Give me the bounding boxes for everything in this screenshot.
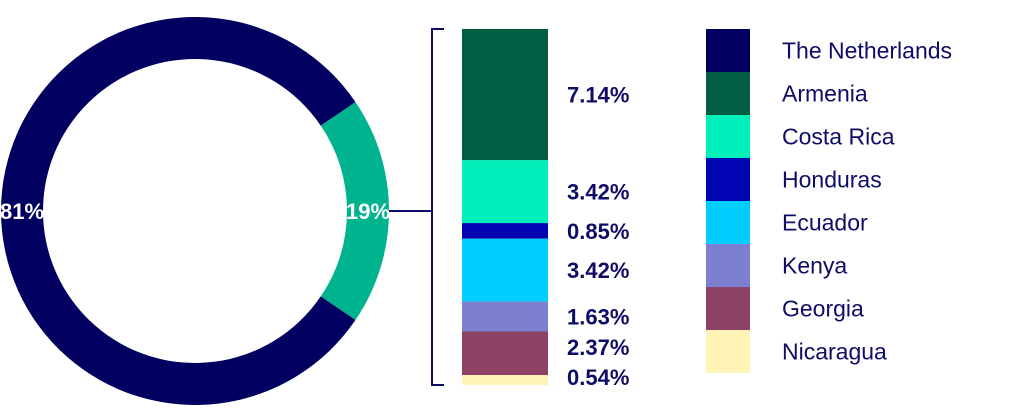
bar-segment <box>462 223 548 239</box>
legend: The Netherlands Armenia Costa Rica Honduras… <box>706 29 952 373</box>
legend-swatch <box>706 115 750 158</box>
bar-segment-label: 0.54% <box>567 365 629 390</box>
bar-segment <box>462 160 548 224</box>
donut-chart: 19% 81% <box>0 16 390 405</box>
stacked-bar: 7.14% 3.42% 0.85% 3.42% 1.63% 2.37% 0.54% <box>462 29 629 390</box>
legend-label: Kenya <box>782 253 847 279</box>
legend-label: Ecuador <box>782 210 868 236</box>
donut-slice-label: 81% <box>0 199 44 224</box>
legend-swatch <box>706 287 750 330</box>
donut-slice-label: 19% <box>346 199 390 224</box>
bar-segment <box>462 375 548 385</box>
legend-label: The Netherlands <box>782 38 952 64</box>
bar-segment <box>462 331 548 376</box>
bar-segment <box>462 29 548 161</box>
legend-swatch <box>706 330 750 373</box>
connector <box>389 28 444 386</box>
donut-slice <box>320 101 390 321</box>
legend-swatch <box>706 72 750 115</box>
legend-label: Georgia <box>782 296 864 322</box>
bar-segment-label: 3.42% <box>567 180 629 205</box>
bar-segment <box>462 301 548 332</box>
legend-swatch <box>706 201 750 244</box>
bar-segment-label: 0.85% <box>567 219 629 244</box>
bar-segment <box>462 238 548 302</box>
bar-segment-label: 2.37% <box>567 335 629 360</box>
legend-swatch <box>706 244 750 287</box>
bar-segment-label: 3.42% <box>567 258 629 283</box>
legend-label: Armenia <box>782 81 868 107</box>
bar-segment-label: 7.14% <box>567 83 629 108</box>
donut-slice <box>0 16 356 405</box>
legend-swatch <box>706 29 750 72</box>
legend-swatch <box>706 158 750 201</box>
legend-label: Nicaragua <box>782 339 887 365</box>
legend-label: Costa Rica <box>782 124 895 150</box>
legend-label: Honduras <box>782 167 882 193</box>
bracket <box>431 28 444 386</box>
bar-segment-label: 1.63% <box>567 305 629 330</box>
